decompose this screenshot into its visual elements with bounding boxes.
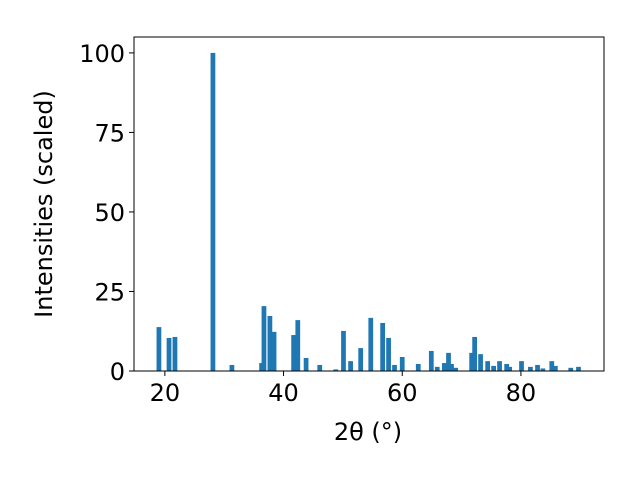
- bar: [552, 365, 558, 371]
- bar: [469, 352, 475, 371]
- bar: [434, 366, 440, 371]
- bar: [497, 361, 502, 371]
- bar: [415, 364, 421, 371]
- bar: [271, 331, 277, 371]
- bar: [441, 363, 447, 371]
- y-tick-label: 50: [94, 199, 125, 227]
- bar: [333, 369, 339, 371]
- bar: [380, 322, 386, 371]
- bar: [303, 357, 309, 371]
- bar: [317, 364, 323, 371]
- bar: [358, 348, 364, 371]
- bar: [453, 367, 459, 371]
- bar: [267, 315, 273, 371]
- y-tick-label: 100: [79, 40, 125, 68]
- x-tick-label: 80: [506, 379, 537, 407]
- bar: [399, 357, 405, 371]
- bar: [576, 366, 581, 371]
- bar: [166, 337, 172, 371]
- bar: [291, 335, 297, 371]
- y-tick-label: 0: [110, 358, 125, 386]
- bar: [449, 364, 454, 371]
- bar: [504, 364, 510, 371]
- bar: [535, 364, 540, 371]
- bar: [428, 350, 434, 371]
- bar: [549, 361, 555, 371]
- bar: [507, 366, 513, 371]
- plot-frame: [133, 36, 605, 372]
- bar: [341, 330, 346, 371]
- bar: [348, 361, 353, 371]
- bar: [156, 327, 162, 371]
- bar: [386, 337, 391, 371]
- x-axis-label: 2θ (°): [334, 418, 402, 446]
- x-tick-label: 20: [150, 379, 181, 407]
- bar: [519, 361, 524, 371]
- bar: [485, 361, 491, 371]
- y-tick-label: 25: [94, 278, 125, 306]
- bar: [392, 364, 397, 371]
- bar: [491, 365, 496, 371]
- bar: [368, 317, 374, 371]
- bar: [540, 368, 546, 371]
- bar: [528, 366, 533, 371]
- bar: [295, 320, 301, 371]
- bar: [446, 352, 451, 371]
- bar: [261, 306, 267, 371]
- bar: [172, 336, 178, 371]
- bar: [478, 354, 483, 371]
- x-tick-label: 40: [268, 379, 299, 407]
- y-axis-label: Intensities (scaled): [30, 90, 58, 318]
- bar: [229, 364, 235, 371]
- bar: [472, 336, 478, 371]
- bar: [210, 52, 216, 372]
- y-tick-label: 75: [94, 119, 125, 147]
- x-tick-label: 60: [387, 379, 418, 407]
- bar: [568, 367, 574, 371]
